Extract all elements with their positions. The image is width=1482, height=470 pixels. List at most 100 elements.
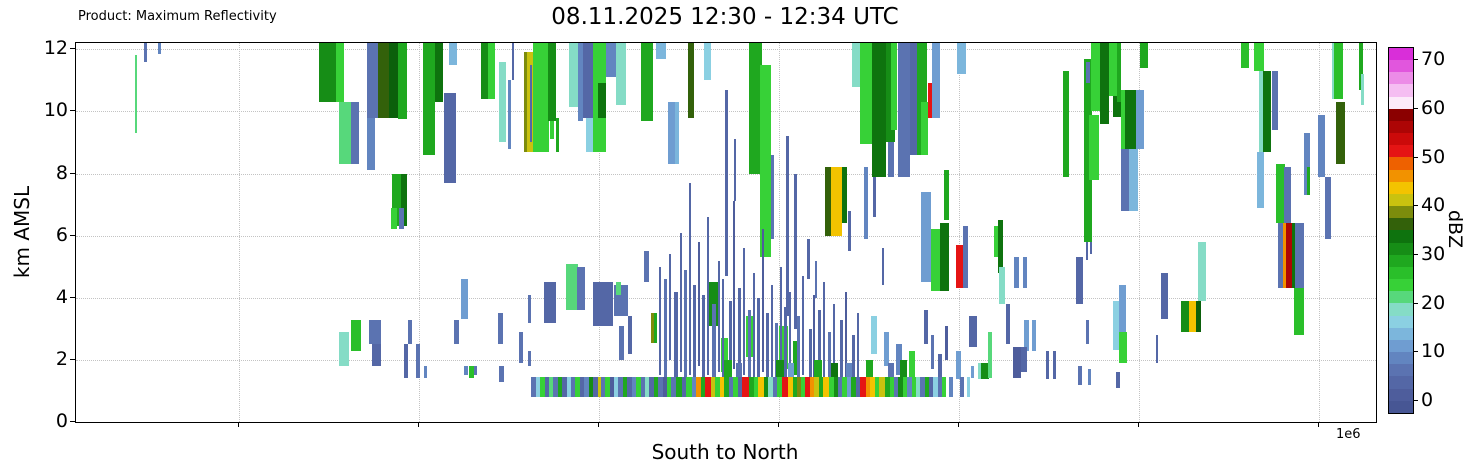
y-tick-label: 10 [43,99,68,122]
y-gridline [76,49,1376,51]
reflectivity-bar [398,43,407,120]
reflectivity-bar [1023,257,1027,289]
reflectivity-bar [598,83,606,118]
reflectivity-bar [810,377,814,398]
reflectivity-bar [556,117,559,152]
reflectivity-bar [931,229,940,292]
reflectivity-bar [545,377,549,398]
y-tickmark [70,358,75,360]
y-tick-label: 12 [43,37,68,60]
reflectivity-bar [729,377,733,398]
reflectivity-bar [1117,43,1121,102]
reflectivity-bar [797,377,801,398]
reflectivity-bar [367,117,375,171]
reflectivity-bar [833,304,835,382]
colorbar-band [1389,120,1413,134]
reflectivity-bar [898,377,903,398]
reflectivity-bar [481,43,491,99]
reflectivity-bar [423,43,435,155]
reflectivity-bar [805,377,810,398]
reflectivity-bar [720,377,724,398]
reflectivity-bar [601,377,605,398]
reflectivity-bar [845,291,847,379]
y-tick-label: 8 [55,161,68,184]
reflectivity-bar [928,83,932,118]
x-tickmark [238,422,239,427]
y-tick-label: 6 [55,223,68,246]
reflectivity-bar [135,55,137,134]
reflectivity-bar [960,377,964,398]
reflectivity-bar [1181,300,1189,332]
reflectivity-bar [644,251,649,283]
colorbar-tickmark [1413,399,1418,401]
reflectivity-bar [577,266,585,311]
reflectivity-bar [1091,43,1100,112]
reflectivity-bar [896,344,902,376]
reflectivity-bar [627,377,632,398]
reflectivity-bar [967,377,970,398]
colorbar-tickmark [1413,107,1418,109]
reflectivity-bar [499,61,506,143]
reflectivity-bar [814,359,822,377]
reflectivity-bar [738,288,741,382]
reflectivity-bar [391,207,397,230]
reflectivity-bar [519,331,523,363]
reflectivity-bar [823,282,825,379]
reflectivity-bar [649,377,654,398]
reflectivity-bar [916,377,920,398]
reflectivity-bar [734,139,736,202]
reflectivity-bar [1198,241,1206,301]
reflectivity-bar [498,313,503,345]
reflectivity-bar [680,232,682,373]
reflectivity-bar [956,350,961,379]
reflectivity-bar [1304,133,1310,196]
reflectivity-bar [372,344,381,366]
reflectivity-bar [499,366,504,382]
reflectivity-bar [675,102,679,165]
reflectivity-bar [698,241,700,367]
reflectivity-bar [760,64,771,258]
reflectivity-bar [884,331,889,367]
colorbar-tickmark [1413,156,1418,158]
colorbar-band [1389,254,1413,267]
reflectivity-bar [942,377,946,398]
chart-title: 08.11.2025 12:30 - 12:34 UTC [551,4,899,30]
reflectivity-bar [898,43,910,177]
reflectivity-bar [749,43,762,174]
reflectivity-bar [733,377,738,398]
reflectivity-bar [1032,319,1036,351]
reflectivity-bar [957,43,966,75]
reflectivity-bar [736,363,742,379]
reflectivity-bar [1295,223,1304,289]
colorbar-band [1389,133,1413,146]
reflectivity-bar [840,319,843,388]
x-tickmark [1318,422,1319,427]
reflectivity-bar [707,217,709,376]
reflectivity-bar [708,282,719,326]
reflectivity-bar [945,325,948,360]
colorbar-band [1389,291,1413,304]
reflectivity-bar [567,377,571,398]
colorbar-band [1389,352,1413,365]
x-tickmark [598,422,599,427]
reflectivity-bar [1336,102,1345,165]
colorbar-tickmark [1413,205,1418,207]
reflectivity-bar [553,377,558,398]
x-gridline [419,43,420,422]
reflectivity-bar [1259,71,1265,152]
reflectivity-bar [701,377,705,398]
reflectivity-bar [658,377,663,398]
reflectivity-bar [531,377,536,398]
reflectivity-bar [1024,319,1029,351]
reflectivity-bar [1046,350,1049,379]
reflectivity-bar [875,377,879,398]
colorbar-band [1389,279,1413,292]
reflectivity-bar [628,316,632,354]
reflectivity-bar [632,377,636,398]
reflectivity-bar [938,353,942,382]
colorbar-band [1389,388,1413,401]
reflectivity-bar [831,167,842,236]
reflectivity-bar [813,294,815,382]
colorbar-band [1389,339,1413,353]
reflectivity-bar [671,377,676,398]
